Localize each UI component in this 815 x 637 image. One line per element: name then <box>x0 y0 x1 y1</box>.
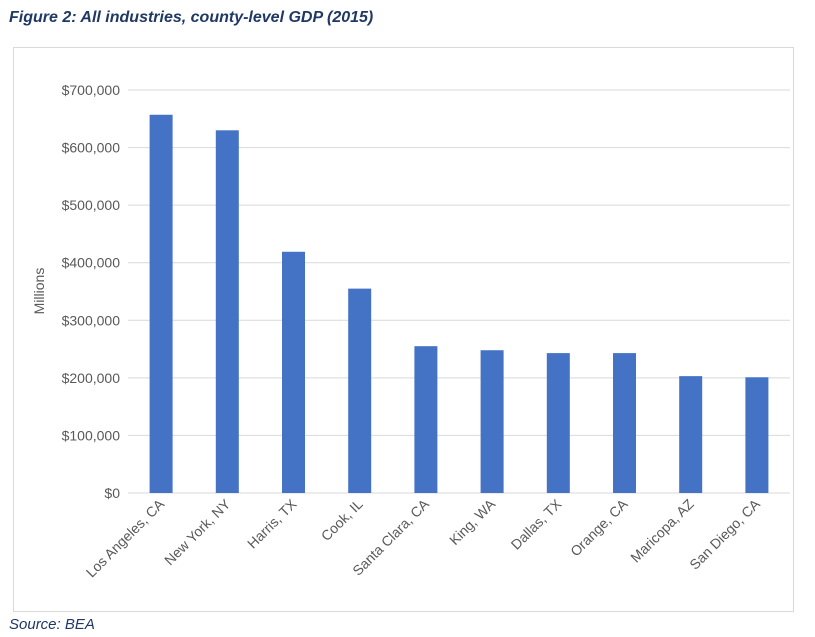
bar <box>745 377 769 493</box>
chart-frame <box>13 47 794 612</box>
x-tick-label: Maricopa, AZ <box>627 495 697 565</box>
source-note: Source: BEA <box>9 616 95 633</box>
bar <box>282 251 305 493</box>
y-axis-title: Millions <box>31 268 47 315</box>
y-tick-label: $300,000 <box>62 312 121 328</box>
x-tick-label: Dallas, TX <box>508 495 565 552</box>
x-tick-label: New York, NY <box>161 495 234 568</box>
x-tick-label: Los Angeles, CA <box>83 495 168 580</box>
y-tick-label: $200,000 <box>62 370 121 386</box>
y-tick-label: $600,000 <box>62 140 121 156</box>
x-tick-label: Orange, CA <box>567 495 631 559</box>
x-tick-label: King, WA <box>446 495 499 548</box>
bar <box>348 288 372 493</box>
figure-title: Figure 2: All industries, county-level G… <box>9 9 374 26</box>
bar <box>613 353 636 493</box>
y-axis-ticks: $0 $100,000 $200,000 $300,000 $400,000 $500,0… <box>62 82 121 501</box>
y-tick-label: $700,000 <box>62 82 121 98</box>
y-tick-label: $0 <box>104 485 120 501</box>
x-tick-label: San Diego, CA <box>686 495 763 572</box>
x-tick-label: Harris, TX <box>244 495 300 551</box>
y-tick-label: $400,000 <box>62 255 121 271</box>
x-tick-label: Cook, IL <box>318 496 366 544</box>
bar <box>215 130 239 494</box>
bar <box>414 346 438 493</box>
bars <box>149 114 769 494</box>
bar <box>679 376 703 493</box>
y-tick-label: $500,000 <box>62 197 121 213</box>
y-tick-label: $100,000 <box>62 427 121 443</box>
bar <box>546 353 570 493</box>
bar <box>480 350 504 493</box>
bar <box>149 114 173 494</box>
